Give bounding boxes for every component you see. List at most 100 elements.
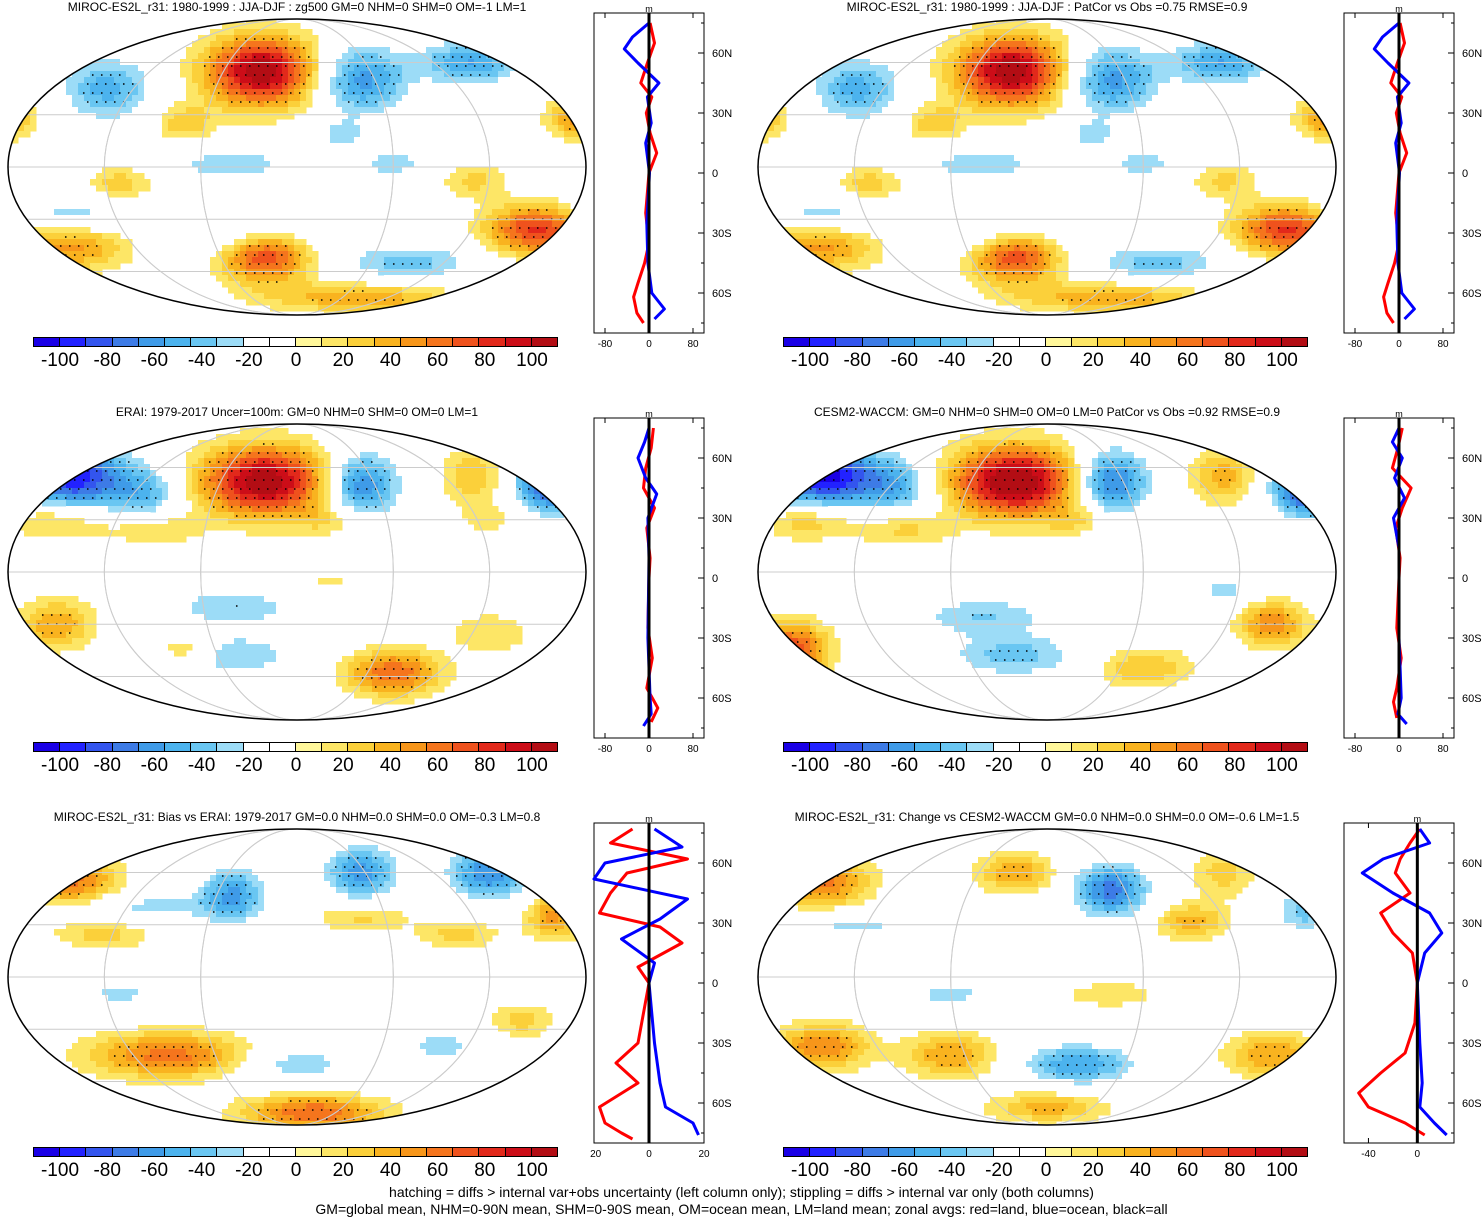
colorbar-label: 40 <box>1129 1160 1151 1181</box>
colorbar-label: 60 <box>427 350 449 371</box>
colorbar-label: -80 <box>843 755 871 776</box>
colorbar-swatch <box>400 743 428 751</box>
colorbar-label: -80 <box>93 755 121 776</box>
colorbar-swatch <box>967 338 994 346</box>
colorbar-label: 100 <box>1266 755 1298 776</box>
colorbar-swatch <box>836 1148 863 1156</box>
colorbar-swatch <box>1150 743 1178 751</box>
colorbar-swatch <box>531 743 558 751</box>
zonal-unit-label: m <box>1395 5 1403 14</box>
colorbar-label: 60 <box>1177 350 1199 371</box>
panel-title-p1: MIROC-ES2L_r31: 1980-1999 : JJA-DJF : zg… <box>67 0 527 14</box>
colorbar-swatch <box>1281 743 1308 751</box>
zonal-lat-tick: 30S <box>712 633 732 645</box>
map-p6 <box>756 827 1338 1132</box>
colorbar-swatch <box>993 338 1020 346</box>
map-p5 <box>6 827 588 1132</box>
colorbar-swatch <box>1072 1148 1099 1156</box>
colorbar-swatch <box>993 1148 1020 1156</box>
colorbar-label: -20 <box>985 755 1013 776</box>
zonal-lat-tick: 0 <box>1462 168 1468 180</box>
colorbar-p2 <box>783 337 1308 347</box>
colorbar-label: -80 <box>843 350 871 371</box>
colorbar-swatch <box>243 338 270 346</box>
colorbar-label: -60 <box>140 350 169 371</box>
colorbar-swatch <box>941 1148 968 1156</box>
map-svg-p6 <box>757 828 1337 1126</box>
zonal-lat-tick: 60N <box>1462 453 1482 465</box>
map-svg-p5 <box>7 828 587 1126</box>
zonal-lat-tick: 60S <box>712 288 732 300</box>
colorbar-swatch <box>888 338 916 346</box>
colorbar-swatch <box>810 743 837 751</box>
colorbar-label: 100 <box>516 755 548 776</box>
colorbar-swatch <box>374 338 401 346</box>
zonal-unit-label: m <box>645 815 653 824</box>
colorbar-swatch <box>86 743 113 751</box>
map-svg-p2 <box>757 18 1337 316</box>
colorbar-swatch <box>243 1148 270 1156</box>
colorbar-label: 20 <box>1082 1160 1104 1181</box>
colorbar-label: -60 <box>140 1160 169 1181</box>
colorbar-swatch <box>784 743 811 751</box>
colorbar-swatch <box>479 1148 506 1156</box>
colorbar-label: 100 <box>516 350 548 371</box>
colorbar-label: 60 <box>427 755 449 776</box>
map-p2 <box>756 17 1338 322</box>
colorbar-swatch <box>138 743 166 751</box>
colorbar-swatch <box>1229 338 1256 346</box>
colorbar-swatch <box>34 743 61 751</box>
map-field-p6 <box>758 829 1336 1125</box>
colorbar-label: -40 <box>187 755 216 776</box>
zonal-svg-p3: 60N 30N 0 30S 60S -80 0 80 m <box>593 409 732 755</box>
colorbar-label: 80 <box>474 350 496 371</box>
colorbar-swatch <box>531 338 558 346</box>
colorbar-swatch <box>531 1148 558 1156</box>
colorbar-swatch <box>348 1148 375 1156</box>
colorbar-label: 100 <box>1266 350 1298 371</box>
colorbar-label: 0 <box>1040 1160 1052 1181</box>
colorbar-swatch <box>1281 1148 1308 1156</box>
panel-title-p5: MIROC-ES2L_r31: Bias vs ERAI: 1979-2017 … <box>53 810 541 824</box>
map-svg-p1 <box>7 18 587 316</box>
colorbar-swatch <box>217 1148 244 1156</box>
colorbar-swatch <box>191 338 218 346</box>
colorbar-swatch <box>1098 743 1125 751</box>
colorbar-swatch <box>836 743 863 751</box>
colorbar-label: -80 <box>93 1160 121 1181</box>
colorbar-label: 0 <box>1040 755 1052 776</box>
zonal-x-tick: 0 <box>1396 339 1402 350</box>
colorbar-swatch <box>915 338 942 346</box>
zonal-lat-tick: 60S <box>1462 1098 1482 1110</box>
colorbar-swatch <box>217 338 244 346</box>
footer-line-2: GM=global mean, NHM=0-90N mean, SHM=0-90… <box>315 1201 1168 1217</box>
colorbar-swatch <box>138 338 166 346</box>
colorbar-swatch <box>1046 1148 1073 1156</box>
colorbar-label: 80 <box>474 1160 496 1181</box>
colorbar-swatch <box>112 338 139 346</box>
colorbar-swatch <box>400 338 428 346</box>
zonal-plot-p1: 60N 30N 0 30S 60S -80 0 80 m <box>590 4 740 355</box>
colorbar-swatch <box>165 338 192 346</box>
zonal-lat-tick: 60N <box>1462 48 1482 60</box>
colorbar-swatch <box>269 743 297 751</box>
zonal-x-tick: 20 <box>698 1149 710 1160</box>
zonal-lat-tick: 30N <box>712 108 732 120</box>
map-svg-p4 <box>757 423 1337 721</box>
colorbar-swatch <box>888 1148 916 1156</box>
zonal-lat-tick: 30N <box>712 513 732 525</box>
colorbar-swatch <box>1255 743 1282 751</box>
colorbar-swatch <box>322 338 349 346</box>
zonal-x-tick: 80 <box>687 339 699 350</box>
map-field-p4 <box>758 424 1336 720</box>
colorbar-label: 40 <box>379 1160 401 1181</box>
colorbar-swatch <box>138 1148 166 1156</box>
colorbar-label: -100 <box>40 755 80 776</box>
zonal-svg-p4: 60N 30N 0 30S 60S -80 0 80 m <box>1343 409 1482 755</box>
colorbar-label: 60 <box>1177 755 1199 776</box>
colorbar-label: -80 <box>93 350 121 371</box>
colorbar-swatch <box>810 338 837 346</box>
colorbar-label: -100 <box>40 350 80 371</box>
colorbar-p5 <box>33 1147 558 1157</box>
colorbar-swatch <box>1098 1148 1125 1156</box>
